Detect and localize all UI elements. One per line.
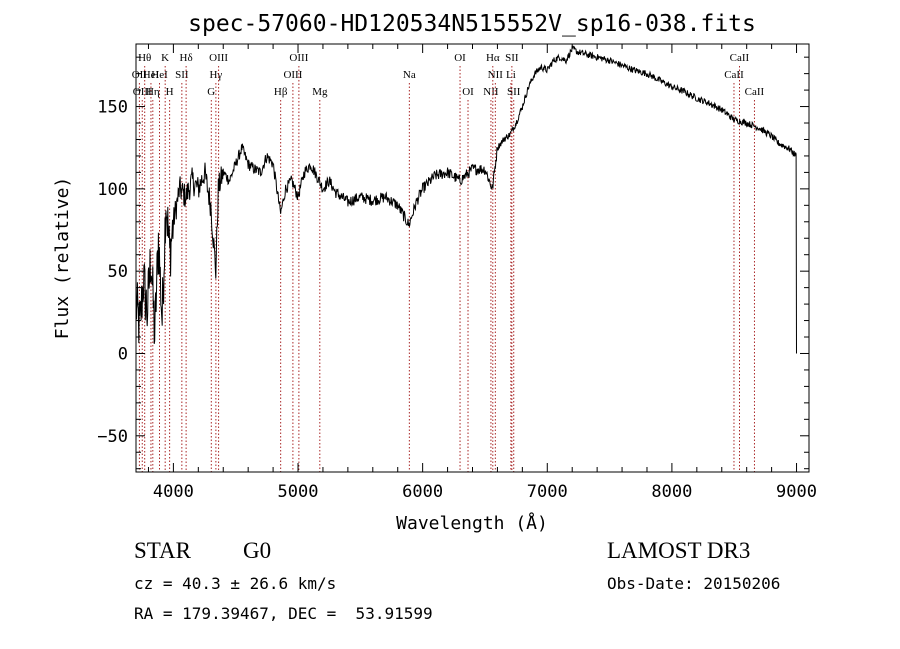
x-tick-label: 7000 (527, 482, 568, 502)
spectrum-line (135, 45, 797, 354)
marker-label-oi: OI (454, 52, 466, 64)
observation-date: Obs-Date: 20150206 (607, 574, 781, 593)
y-axis-ticks: −50 0 50 100 150 (97, 56, 809, 470)
marker-label-nii: NII (483, 86, 499, 98)
marker-label-li: Li (506, 69, 516, 81)
marker-label-hβ: Hβ (274, 86, 288, 98)
marker-label-sii: SII (505, 52, 519, 64)
marker-label-k: K (161, 52, 169, 64)
x-tick-label: 5000 (278, 482, 319, 502)
marker-label-oiii: OIII (289, 52, 308, 64)
chart-title: spec-57060-HD120534N515552V_sp16-038.fit… (188, 11, 756, 37)
marker-label-oi: OI (462, 86, 474, 98)
marker-label-sii: SII (175, 69, 189, 81)
marker-label-hei: HeI (143, 69, 160, 81)
marker-label-oiii: OIII (283, 69, 302, 81)
x-tick-label: 8000 (651, 482, 692, 502)
object-subclass: G0 (243, 538, 272, 563)
y-axis-label: Flux (relative) (52, 177, 73, 340)
y-tick-label: 100 (97, 180, 128, 200)
y-tick-label: 0 (118, 344, 128, 364)
plot-frame (135, 43, 810, 473)
marker-label-mg: Mg (312, 86, 328, 98)
y-tick-label: −50 (97, 427, 128, 447)
x-tick-label: 6000 (402, 482, 443, 502)
marker-label-na: Na (403, 69, 416, 81)
marker-label-oiii: OIII (133, 86, 152, 98)
marker-label-hα: Hα (486, 52, 500, 64)
marker-label-hη: Hη (146, 86, 160, 98)
marker-label-hγ: Hγ (209, 69, 222, 81)
marker-label-oiii: OIII (209, 52, 228, 64)
marker-label-hθ: Hθ (138, 52, 151, 64)
line-markers: OIIOIIIHθHeIHηHeIKHSIIHδGHγOIIIHβOIIIOII… (132, 52, 765, 472)
x-tick-label: 9000 (776, 482, 817, 502)
marker-label-hei: HeI (151, 69, 168, 81)
survey-name: LAMOST DR3 (607, 538, 751, 563)
x-axis-ticks: 4000 5000 6000 7000 8000 9000 (147, 44, 817, 502)
y-tick-label: 150 (97, 98, 128, 118)
y-tick-label: 50 (108, 262, 128, 282)
marker-label-caii: CaII (724, 69, 744, 81)
x-axis-label: Wavelength (Å) (396, 512, 548, 534)
marker-label-g: G (207, 86, 215, 98)
marker-label-sii: SII (507, 86, 521, 98)
object-class: STAR (134, 538, 191, 563)
marker-label-caii: CaII (745, 86, 765, 98)
redshift-velocity: cz = 40.3 ± 26.6 km/s (134, 574, 337, 593)
marker-label-nii: NII (488, 69, 504, 81)
marker-label-h: H (166, 86, 174, 98)
coordinates: RA = 179.39467, DEC = 53.91599 (134, 604, 433, 623)
marker-label-hδ: Hδ (180, 52, 193, 64)
marker-label-caii: CaII (730, 52, 750, 64)
x-tick-label: 4000 (153, 482, 194, 502)
